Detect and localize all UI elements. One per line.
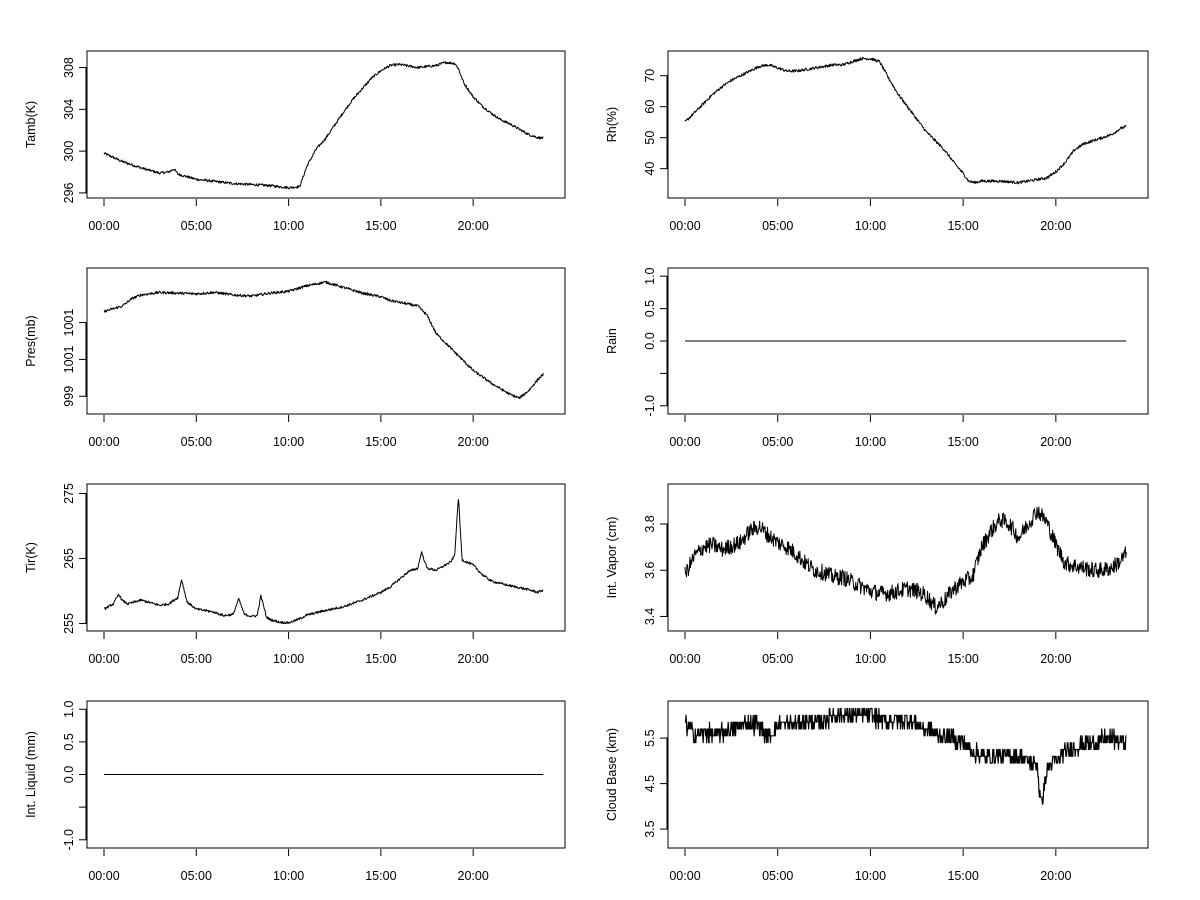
x-tick-label: 15:00	[365, 652, 396, 666]
x-tick-label: 20:00	[1040, 219, 1071, 233]
plot-frame	[667, 483, 1149, 632]
x-tick-label: 00:00	[669, 435, 700, 449]
plot-frame	[667, 50, 1149, 199]
y-tick-label: 265	[62, 548, 76, 569]
panel-6: 00:00 05:00 10:00 15:00 20:00 -1.0 0.0 0.5 1.0 In…	[24, 700, 566, 883]
x-tick-label: 00:00	[669, 869, 700, 883]
panel-0: 00:00 05:00 10:00 15:00 20:00 296 300 304 308 Tam…	[24, 50, 566, 233]
x-tick-label: 10:00	[855, 219, 886, 233]
x-tick-label: 20:00	[458, 869, 489, 883]
x-tick-label: 05:00	[762, 219, 793, 233]
y-tick-label: 3.4	[643, 608, 657, 625]
y-tick-label: 255	[62, 613, 76, 634]
series-line	[684, 707, 1127, 805]
series-line	[684, 56, 1127, 185]
y-axis-label: Tir(K)	[24, 542, 38, 573]
x-tick-label: 10:00	[273, 219, 304, 233]
x-tick-label: 15:00	[947, 219, 978, 233]
y-tick-label: 0.0	[643, 332, 657, 349]
x-tick-label: 10:00	[273, 869, 304, 883]
panel-4: 00:00 05:00 10:00 15:00 20:00 255 265 275 Tir(K)	[24, 483, 566, 666]
y-tick-label: 1001	[62, 345, 76, 373]
x-tick-label: 00:00	[88, 219, 119, 233]
panel-7: 00:00 05:00 10:00 15:00 20:00 3.5 4.5 5.5 Cloud …	[605, 700, 1149, 883]
x-tick-label: 15:00	[365, 435, 396, 449]
y-tick-label: 4.5	[643, 775, 657, 792]
series-line	[684, 506, 1127, 615]
panel-2: 00:00 05:00 10:00 15:00 20:00 999 1001 1001 Pres…	[24, 267, 566, 449]
y-tick-label: 296	[62, 182, 76, 203]
x-tick-label: 05:00	[762, 435, 793, 449]
y-axis-label: Cloud Base (km)	[605, 728, 619, 821]
x-tick-label: 20:00	[458, 219, 489, 233]
x-tick-label: 00:00	[669, 219, 700, 233]
x-tick-label: 05:00	[181, 435, 212, 449]
x-tick-label: 20:00	[458, 435, 489, 449]
x-tick-label: 00:00	[88, 652, 119, 666]
y-tick-label: 1.0	[643, 267, 657, 284]
x-tick-label: 15:00	[947, 435, 978, 449]
panel-1: 00:00 05:00 10:00 15:00 20:00 40 50 60 70 Rh(%)	[605, 50, 1149, 233]
y-tick-label: 1.0	[62, 700, 76, 717]
x-tick-label: 05:00	[181, 219, 212, 233]
y-tick-label: 304	[62, 99, 76, 120]
x-tick-label: 05:00	[181, 869, 212, 883]
panel-5: 00:00 05:00 10:00 15:00 20:00 3.4 3.6 3.8 Int. V…	[605, 483, 1149, 666]
x-tick-label: 00:00	[88, 435, 119, 449]
y-tick-label: 0.0	[62, 766, 76, 783]
y-axis-label: Pres(mb)	[24, 315, 38, 366]
x-tick-label: 15:00	[365, 219, 396, 233]
y-tick-label: 70	[643, 69, 657, 83]
y-tick-label: 60	[643, 100, 657, 114]
y-tick-label: 0.5	[62, 733, 76, 750]
plot-frame	[86, 483, 566, 632]
x-tick-label: 20:00	[458, 652, 489, 666]
x-tick-label: 20:00	[1040, 435, 1071, 449]
panel-3: 00:00 05:00 10:00 15:00 20:00 -1.0 0.0 0.5 1.0 Ra…	[605, 267, 1149, 449]
plot-frame	[667, 700, 1149, 849]
x-tick-label: 15:00	[947, 652, 978, 666]
y-axis-label: Tamb(K)	[24, 101, 38, 148]
y-axis-label: Rh(%)	[605, 107, 619, 142]
y-tick-label: 3.8	[643, 515, 657, 532]
y-tick-label: 999	[62, 386, 76, 407]
y-tick-label: 275	[62, 483, 76, 504]
x-tick-label: 05:00	[181, 652, 212, 666]
x-tick-label: 05:00	[762, 652, 793, 666]
y-tick-label: -1.0	[643, 395, 657, 417]
y-tick-label: -1.0	[62, 829, 76, 851]
y-tick-label: 50	[643, 131, 657, 145]
y-axis-label: Rain	[605, 328, 619, 354]
y-tick-label: 5.5	[643, 729, 657, 746]
series-line	[103, 280, 544, 400]
x-tick-label: 20:00	[1040, 652, 1071, 666]
x-tick-label: 10:00	[855, 435, 886, 449]
plot-frame	[86, 50, 566, 199]
y-tick-label: 1001	[62, 309, 76, 337]
x-tick-label: 20:00	[1040, 869, 1071, 883]
y-axis-label: Int. Liquid (mm)	[24, 731, 38, 818]
y-tick-label: 3.6	[643, 561, 657, 578]
x-tick-label: 15:00	[365, 869, 396, 883]
x-tick-label: 10:00	[855, 869, 886, 883]
x-tick-label: 00:00	[88, 869, 119, 883]
series-line	[103, 61, 544, 190]
y-tick-label: 300	[62, 141, 76, 162]
series-line	[103, 499, 544, 625]
x-tick-label: 05:00	[762, 869, 793, 883]
x-tick-label: 15:00	[947, 869, 978, 883]
x-tick-label: 10:00	[273, 652, 304, 666]
y-tick-label: 40	[643, 162, 657, 176]
x-tick-label: 10:00	[273, 435, 304, 449]
x-tick-label: 10:00	[855, 652, 886, 666]
y-tick-label: 0.5	[643, 300, 657, 317]
x-tick-label: 00:00	[669, 652, 700, 666]
y-tick-label: 308	[62, 57, 76, 78]
y-tick-label: 3.5	[643, 820, 657, 837]
y-axis-label: Int. Vapor (cm)	[605, 517, 619, 599]
plot-frame	[86, 267, 566, 415]
